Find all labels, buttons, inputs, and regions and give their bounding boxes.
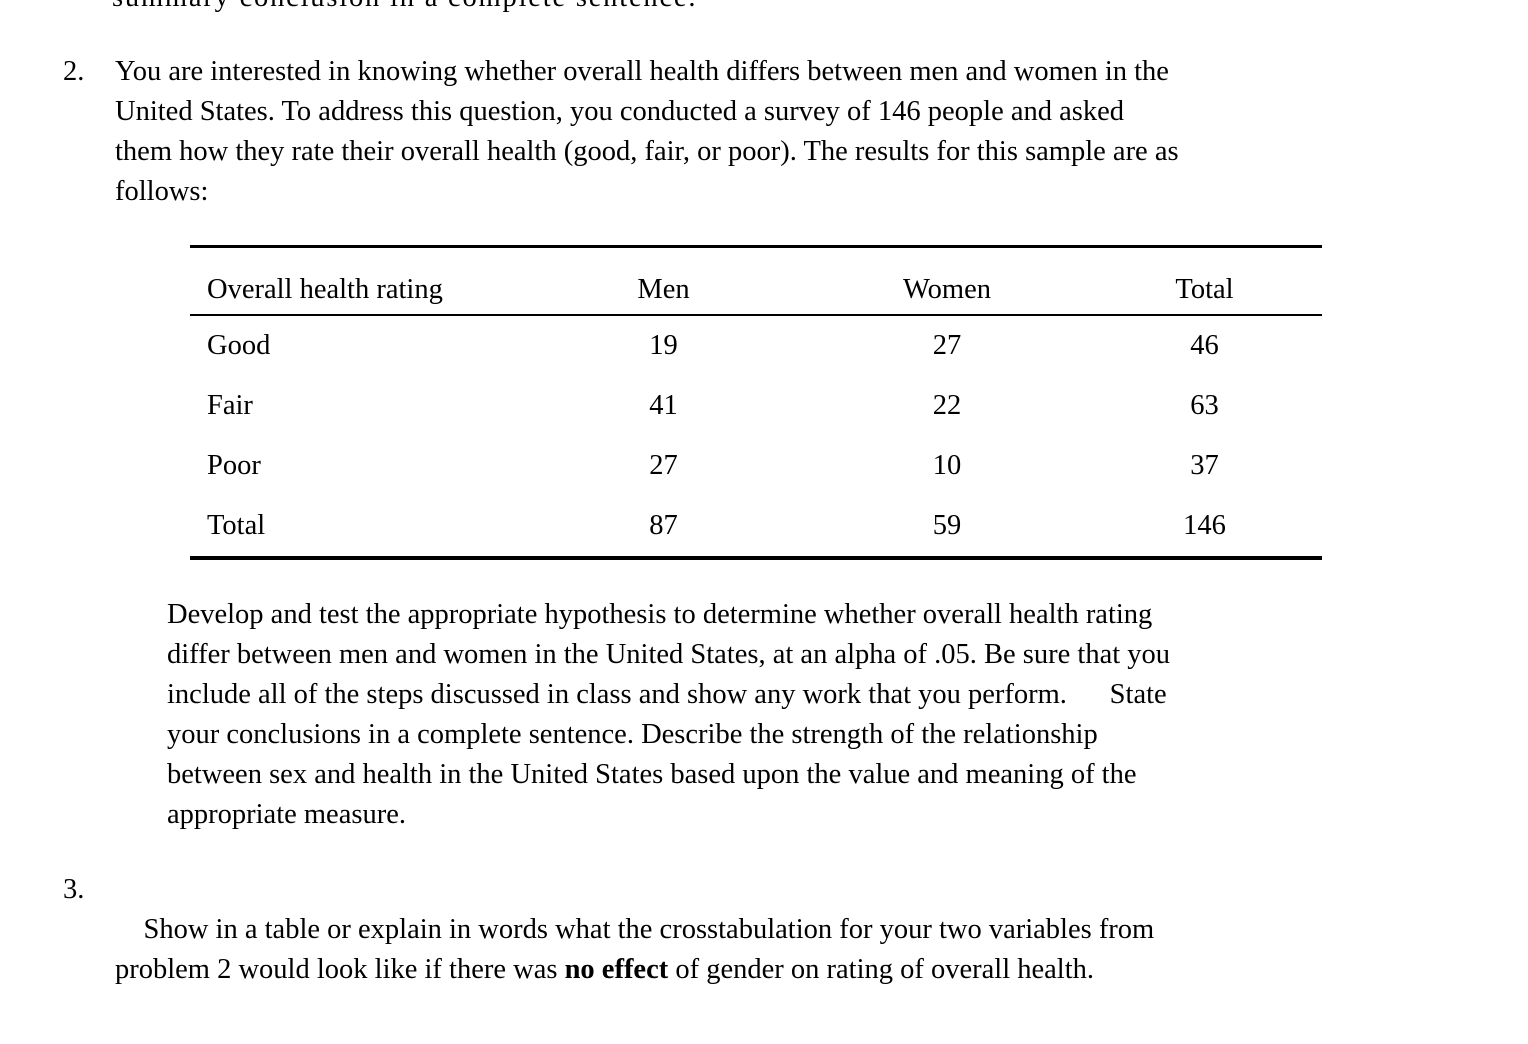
cell-fair-women: 22 — [932, 390, 962, 421]
cell-poor-men: 27 — [649, 450, 678, 481]
problem3-text-before: Show in a table or explain in words what… — [115, 914, 1155, 985]
table-row-fair: Fair 41 22 63 — [190, 376, 1322, 436]
problem3-text: Show in a table or explain in words what… — [115, 870, 1455, 1030]
cell-total-total: 146 — [1183, 510, 1226, 541]
table-row-good: Good 19 27 46 — [190, 315, 1322, 376]
problem3-number: 3. — [63, 874, 85, 905]
table-row-poor: Poor 27 10 37 — [190, 436, 1322, 496]
problem2-text: You are interested in knowing whether ov… — [115, 56, 1179, 207]
problem2-number: 2. — [63, 56, 85, 87]
cell-fair-label: Fair — [207, 390, 253, 421]
cell-poor-label: Poor — [207, 450, 261, 481]
problem2-instructions: Develop and test the appropriate hypothe… — [167, 599, 1171, 830]
header-men: Men — [520, 246, 807, 316]
cell-fair-total: 63 — [1190, 390, 1219, 421]
cell-poor-total: 37 — [1190, 450, 1219, 481]
cell-good-men: 19 — [649, 330, 678, 361]
problem3-text-after: of gender on rating of overall health. — [668, 954, 1094, 985]
cell-total-label: Total — [207, 510, 266, 541]
cell-fair-men: 41 — [649, 390, 678, 421]
cell-poor-women: 10 — [932, 450, 962, 481]
table-row-total: Total 87 59 146 — [190, 496, 1322, 558]
health-rating-table: Overall health rating Men Women Total Go… — [190, 245, 1322, 560]
cell-good-total: 46 — [1190, 330, 1219, 361]
header-women: Women — [807, 246, 1087, 316]
cell-total-women: 59 — [932, 510, 962, 541]
header-overall-health-rating: Overall health rating — [190, 246, 520, 316]
cell-total-men: 87 — [649, 510, 678, 541]
table-header-row: Overall health rating Men Women Total — [190, 246, 1322, 316]
cell-good-women: 27 — [932, 330, 962, 361]
partial-cutoff-text-line: summary conclusion in a complete sentenc… — [112, 0, 697, 18]
problem3-bold-no-effect: no effect — [564, 954, 669, 985]
header-total: Total — [1087, 246, 1322, 316]
cell-good-label: Good — [207, 330, 271, 361]
